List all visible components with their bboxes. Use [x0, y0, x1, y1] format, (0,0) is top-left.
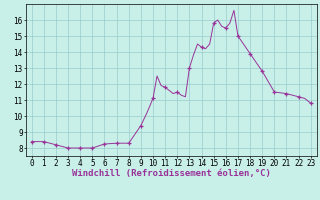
X-axis label: Windchill (Refroidissement éolien,°C): Windchill (Refroidissement éolien,°C): [72, 169, 271, 178]
